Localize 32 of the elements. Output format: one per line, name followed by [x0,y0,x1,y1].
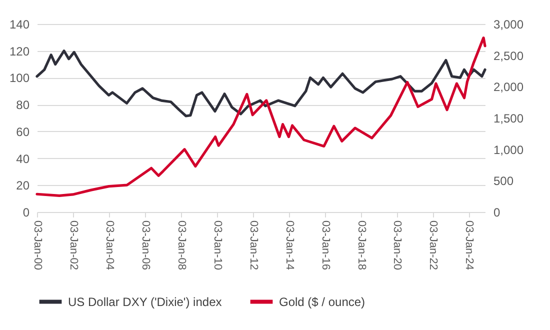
y-tick-label: 140 [9,18,30,32]
y2-tick-label: 500 [494,174,514,188]
y-tick-label: 60 [16,124,30,139]
x-tick-label: 03-Jan-02 [68,220,80,270]
y-tick-label: 100 [9,71,30,86]
y-tick-label: 120 [9,44,30,58]
legend-label: US Dollar DXY ('Dixie') index [68,294,222,309]
y-tick-label: 40 [16,152,30,166]
line-series [36,36,486,198]
line-series [36,50,486,118]
y2-tick-label: 0 [494,206,500,220]
x-tick-label: 03-Jan-18 [355,220,368,270]
y2-tick-label: 2,500 [494,48,524,63]
x-tick-label: 03-Jan-24 [463,220,476,270]
y2-tick-label: 3,000 [494,18,524,32]
x-tick-label: 03-Jan-08 [175,220,188,270]
x-tick-label: 03-Jan-00 [32,220,44,270]
y-tick-label: 80 [16,98,30,112]
x-tick-label: 03-Jan-12 [247,220,260,270]
y2-tick-label: 1,000 [494,142,524,157]
x-tick-label: 03-Jan-20 [391,220,404,270]
y2-tick-label: 1,500 [494,112,524,126]
x-tick-label: 03-Jan-06 [139,220,152,270]
x-tick-label: 03-Jan-14 [283,220,296,270]
y-tick-label: 20 [16,178,30,193]
x-tick-label: 03-Jan-04 [103,220,116,270]
x-tick-label: 03-Jan-16 [319,220,332,270]
y-tick-label: 0 [22,206,30,220]
x-tick-label: 03-Jan-22 [427,220,440,270]
x-tick-label: 03-Jan-10 [211,220,224,270]
legend-label: Gold ($ / ounce) [279,294,366,309]
y2-tick-label: 2,000 [494,80,524,94]
